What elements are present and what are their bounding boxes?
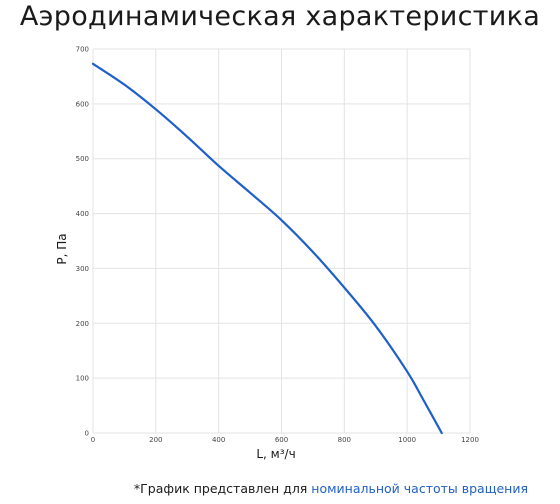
x-tick-labels: 0 200 400 600 800 1000 1200 xyxy=(91,436,479,444)
y-tick-label: 300 xyxy=(76,265,89,273)
footnote-highlight: номинальной частоты вращения xyxy=(311,481,528,496)
x-tick-label: 1200 xyxy=(461,436,479,444)
y-tick-label: 500 xyxy=(76,155,89,163)
y-tick-label: 200 xyxy=(76,320,89,328)
x-tick-label: 800 xyxy=(338,436,351,444)
y-tick-label: 600 xyxy=(76,100,89,108)
series-line xyxy=(91,62,443,435)
footnote-prefix: *График представлен для xyxy=(133,481,312,496)
x-tick-label: 0 xyxy=(91,436,95,444)
chart-grid xyxy=(92,48,471,434)
y-tick-label: 100 xyxy=(76,375,89,383)
x-tick-label: 600 xyxy=(275,436,288,444)
y-tick-label: 700 xyxy=(76,46,89,54)
x-tick-label: 1000 xyxy=(398,436,416,444)
y-tick-label: 0 xyxy=(85,430,89,438)
footnote: *График представлен для номинальной част… xyxy=(134,481,528,496)
x-tick-label: 400 xyxy=(212,436,225,444)
y-tick-labels: 0 100 200 300 400 500 600 700 xyxy=(76,46,89,438)
chart-series xyxy=(91,62,443,435)
x-tick-label: 200 xyxy=(149,436,162,444)
y-tick-label: 400 xyxy=(76,210,89,218)
x-axis-label: L, м³/ч xyxy=(256,447,295,461)
page-title: Аэродинамическая характеристика xyxy=(19,1,541,32)
y-axis-label: P, Па xyxy=(55,233,69,264)
